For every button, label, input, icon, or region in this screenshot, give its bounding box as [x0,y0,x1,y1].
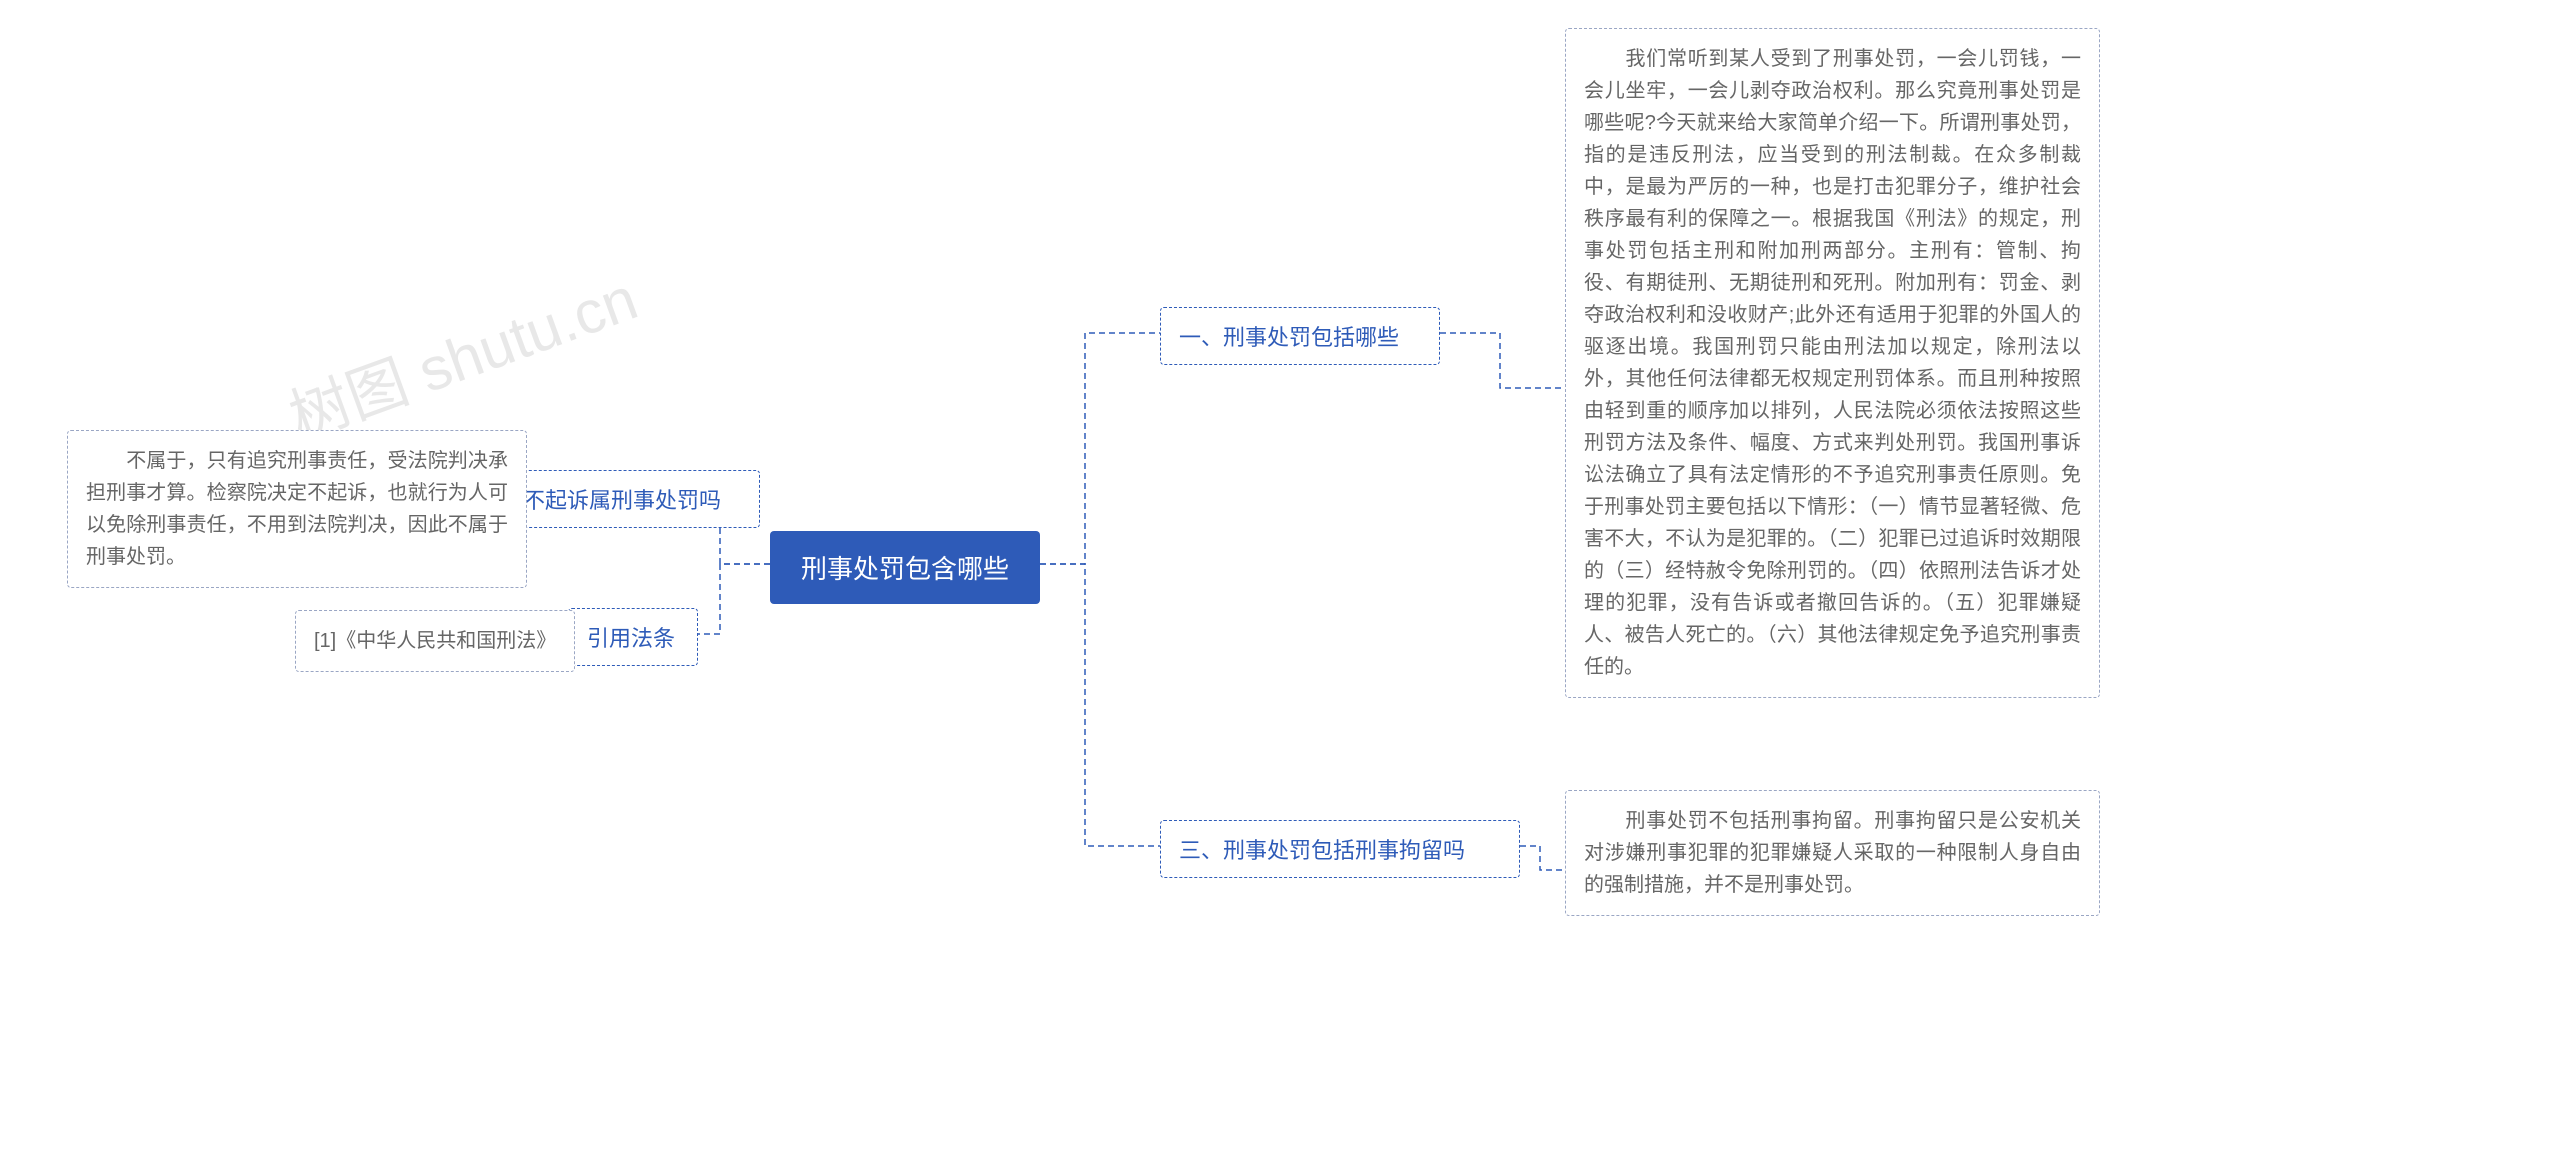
leaf-text: [1]《中华人民共和国刑法》 [314,630,556,652]
branch-node-4: 引用法条 [568,608,698,666]
leaf-text: 刑事处罚不包括刑事拘留。刑事拘留只是公安机关对涉嫌刑事犯罪的犯罪嫌疑人采取的一种… [1584,810,2081,896]
center-title: 刑事处罚包含哪些 [801,554,1009,584]
branch-label: 三、刑事处罚包括刑事拘留吗 [1179,838,1465,863]
leaf-node-1: 我们常听到某人受到了刑事处罚，一会儿罚钱，一会儿坐牢，一会儿剥夺政治权利。那么究… [1565,28,2100,698]
leaf-node-4: [1]《中华人民共和国刑法》 [295,610,575,672]
leaf-node-3: 刑事处罚不包括刑事拘留。刑事拘留只是公安机关对涉嫌刑事犯罪的犯罪嫌疑人采取的一种… [1565,790,2100,916]
leaf-node-2: 不属于，只有追究刑事责任，受法院判决承担刑事才算。检察院决定不起诉，也就行为人可… [67,430,527,588]
watermark: 树图 shutu.cn [276,250,647,456]
branch-label: 引用法条 [587,626,675,651]
leaf-text: 不属于，只有追究刑事责任，受法院判决承担刑事才算。检察院决定不起诉，也就行为人可… [86,450,508,568]
branch-node-1: 一、刑事处罚包括哪些 [1160,307,1440,365]
branch-label: 一、刑事处罚包括哪些 [1179,325,1399,350]
leaf-text: 我们常听到某人受到了刑事处罚，一会儿罚钱，一会儿坐牢，一会儿剥夺政治权利。那么究… [1584,48,2081,678]
branch-node-3: 三、刑事处罚包括刑事拘留吗 [1160,820,1520,878]
center-node: 刑事处罚包含哪些 [770,531,1040,604]
